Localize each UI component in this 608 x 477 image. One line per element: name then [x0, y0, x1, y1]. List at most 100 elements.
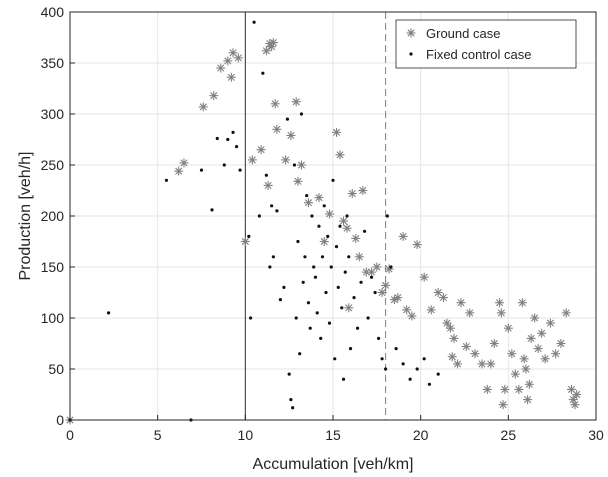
legend-box — [395, 19, 577, 69]
fixed-control-case-point — [305, 194, 309, 198]
ground-case-point — [344, 303, 354, 313]
y-tick-label: 0 — [56, 412, 64, 428]
legend-asterisk-marker — [406, 28, 416, 38]
fixed-control-case-point — [345, 214, 349, 218]
y-tick-label: 250 — [41, 157, 65, 173]
fixed-control-case-point — [347, 255, 351, 259]
ground-case-point — [477, 359, 487, 369]
x-tick-label: 10 — [238, 427, 254, 443]
fixed-control-case-point — [389, 265, 393, 269]
fixed-control-case-point — [366, 316, 370, 320]
fixed-control-case-point — [376, 336, 381, 340]
ground-case-point — [332, 127, 342, 137]
fixed-control-case-point — [331, 178, 335, 182]
fixed-control-case-point — [278, 298, 282, 302]
fixed-control-case-point — [338, 224, 342, 228]
ground-case-point — [354, 252, 364, 262]
ground-case-point — [556, 339, 566, 348]
ground-case-point — [407, 311, 417, 321]
fixed-control-case-point — [336, 285, 340, 289]
fixed-control-case-point — [343, 270, 347, 274]
ground-case-point — [270, 99, 280, 109]
fixed-control-case-point — [215, 136, 219, 141]
fixed-control-case-point — [306, 301, 311, 305]
ground-case-point — [296, 160, 306, 170]
ground-case-point — [500, 384, 510, 394]
ground-case-point — [447, 352, 457, 362]
ground-case-point — [540, 354, 550, 364]
ground-case-point — [426, 305, 436, 315]
ground-case-point — [517, 298, 527, 308]
fixed-control-case-point — [222, 163, 226, 167]
x-tick-label: 25 — [501, 427, 517, 443]
fixed-control-case-point — [252, 20, 256, 24]
ground-case-point — [496, 308, 506, 318]
x-tick-label: 0 — [66, 427, 74, 443]
ground-case-point — [335, 150, 345, 160]
fixed-control-case-point — [248, 316, 253, 320]
ground-case-point — [324, 209, 334, 219]
ground-case-point — [495, 298, 505, 308]
fixed-control-case-point — [317, 224, 321, 228]
ground-case-point — [261, 46, 271, 56]
ground-case-point — [174, 166, 184, 176]
ground-case-point — [384, 264, 394, 274]
fixed-control-case-point — [234, 145, 239, 149]
fixed-control-case-point — [415, 367, 419, 371]
ground-case-point — [507, 349, 517, 359]
ground-case-point — [398, 231, 408, 241]
ground-case-point — [498, 400, 508, 410]
fixed-control-case-point — [408, 377, 412, 381]
ground-case-point — [561, 308, 571, 318]
ground-case-point — [372, 262, 382, 272]
ground-case-point — [461, 342, 471, 352]
ground-case-point — [293, 176, 303, 186]
fixed-control-case-point — [422, 357, 426, 361]
fixed-control-case-point — [291, 406, 295, 410]
fixed-control-case-point — [394, 347, 398, 351]
ground-case-point — [216, 63, 226, 73]
fixed-control-case-point — [352, 296, 356, 300]
fixed-control-case-point — [373, 290, 377, 295]
fixed-control-case-point — [355, 326, 360, 330]
fixed-control-case-point — [285, 117, 290, 121]
ground-case-point — [377, 288, 387, 297]
fixed-control-case-point — [210, 208, 214, 212]
fixed-control-case-point — [106, 311, 111, 315]
legend: Ground case Fixed control case — [395, 19, 577, 69]
fixed-control-case-point — [226, 137, 230, 142]
x-tick-label: 5 — [154, 427, 162, 443]
series-1-points — [68, 20, 440, 422]
ground-case-point — [286, 130, 296, 140]
fixed-control-case-point — [312, 265, 316, 269]
fixed-control-case-point — [380, 357, 384, 361]
ground-case-point — [314, 193, 324, 203]
ground-case-point — [223, 56, 233, 66]
y-tick-label: 350 — [41, 55, 65, 71]
ground-case-point — [465, 308, 475, 318]
ground-case-point — [530, 313, 540, 323]
fixed-control-case-point — [298, 352, 302, 356]
y-tick-label: 50 — [48, 361, 64, 377]
ground-case-point — [503, 323, 513, 333]
fixed-control-case-point — [324, 290, 328, 295]
fixed-control-case-point — [359, 280, 363, 284]
fixed-control-case-point — [289, 398, 293, 402]
fixed-control-case-point — [164, 178, 169, 182]
x-tick-label: 15 — [325, 427, 341, 443]
series-0-points — [65, 38, 582, 425]
ground-case-point — [303, 198, 313, 208]
ground-case-point — [351, 233, 361, 243]
ground-case-point — [438, 293, 448, 303]
ground-case-point — [442, 318, 452, 328]
ground-case-point — [519, 354, 529, 364]
fixed-control-case-point — [327, 321, 332, 325]
ground-case-point — [347, 189, 357, 199]
legend-ground-case-label: Ground case — [426, 26, 500, 41]
fixed-control-case-point — [313, 275, 318, 279]
ground-case-point — [272, 124, 282, 134]
ground-case-point — [551, 349, 561, 359]
ground-case-point — [523, 395, 533, 405]
fixed-control-case-point — [282, 285, 286, 289]
